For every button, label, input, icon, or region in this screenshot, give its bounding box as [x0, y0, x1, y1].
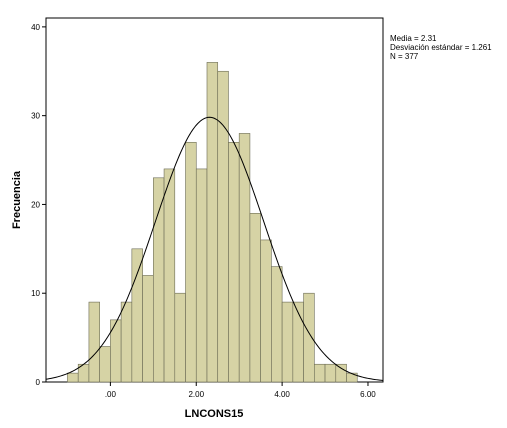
normal-curve	[45, 116, 384, 381]
x-tick-label: 6.00	[360, 390, 376, 399]
y-axis-label: Frecuencia	[11, 170, 23, 229]
histogram-bar	[99, 346, 111, 383]
histogram-bar	[142, 275, 154, 383]
y-tick-label: 40	[31, 23, 40, 32]
histogram-bar	[153, 177, 165, 383]
mean-text: Media = 2.31	[390, 34, 437, 43]
x-tick-label: 4.00	[274, 390, 290, 399]
histogram-bar	[281, 301, 294, 383]
histogram-bar	[120, 301, 133, 383]
histogram-bar	[88, 301, 100, 383]
y-tick-label: 10	[31, 289, 40, 298]
histogram-bars	[67, 62, 358, 383]
x-axis-label: LNCONS15	[185, 408, 244, 420]
histogram-bar	[249, 213, 261, 383]
histogram-bar	[206, 62, 219, 383]
y-tick-label: 30	[31, 112, 40, 121]
histogram-bar	[217, 70, 229, 383]
histogram-bar	[195, 168, 208, 383]
histogram-bar	[346, 372, 358, 383]
y-tick-label: 20	[31, 200, 40, 209]
histogram-bar	[131, 248, 143, 383]
x-tick-label: .00	[105, 390, 117, 399]
sd-text: Desviación estándar = 1.261	[390, 43, 492, 52]
y-axis-ticks: 0 10 20 30 40	[31, 23, 46, 387]
histogram-bar	[228, 141, 240, 383]
histogram-bar	[174, 292, 186, 383]
histogram-bar	[335, 363, 347, 383]
y-tick-label: 0	[36, 378, 41, 387]
x-tick-label: 2.00	[188, 390, 204, 399]
histogram-bar	[185, 141, 197, 383]
x-axis-ticks: .00 2.00 4.00 6.00	[105, 382, 376, 399]
histogram-bar	[163, 168, 176, 383]
histogram-bar	[324, 363, 337, 383]
histogram-bar	[303, 292, 315, 383]
n-text: N = 377	[390, 52, 419, 61]
statistics-box: Media = 2.31 Desviación estándar = 1.261…	[390, 34, 492, 61]
histogram-bar	[260, 239, 272, 383]
histogram-bar	[271, 266, 283, 383]
histogram-bar	[67, 372, 79, 383]
histogram-bar	[314, 363, 326, 383]
histogram-bar	[238, 133, 251, 383]
histogram-bar	[292, 301, 304, 383]
